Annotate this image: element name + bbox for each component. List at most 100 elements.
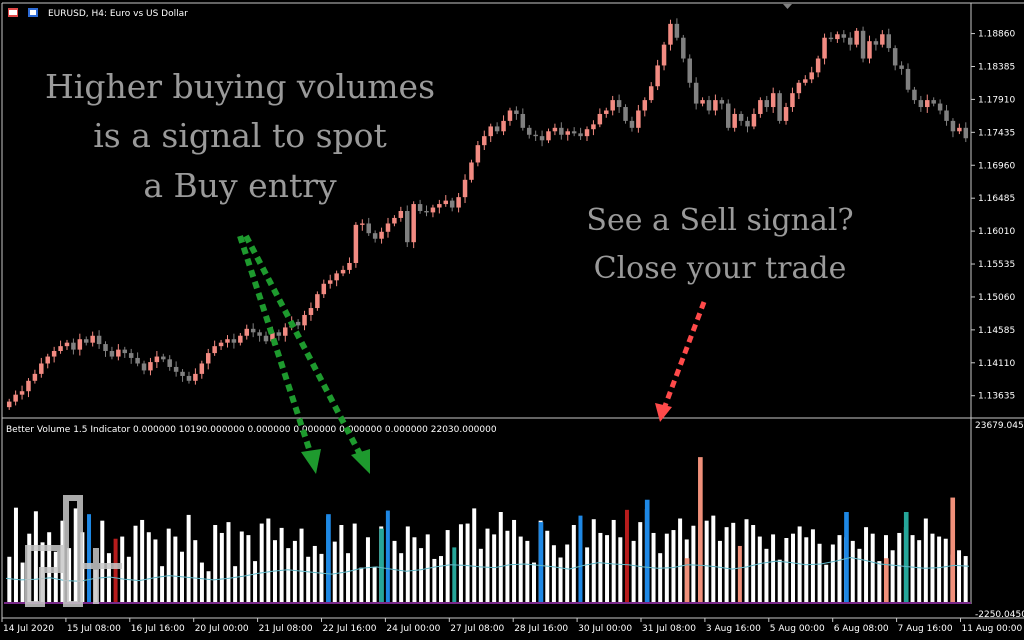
volume-max-label: 23679.0450 — [975, 421, 1024, 431]
volume-bar — [233, 566, 238, 603]
volume-bar — [585, 547, 590, 603]
candle-body — [873, 41, 879, 45]
candle-body — [552, 127, 558, 132]
candle-body — [238, 335, 243, 343]
volume-bar — [213, 525, 218, 603]
candle-body — [571, 131, 577, 134]
candle-body — [327, 280, 333, 284]
candle-body — [847, 37, 853, 45]
volume-bar — [13, 507, 18, 603]
volume-bar — [100, 520, 105, 603]
volume-bar — [512, 519, 517, 603]
volume-bar — [957, 550, 962, 603]
volume-bar — [724, 527, 729, 603]
volume-bar — [226, 522, 231, 603]
candlestick-series — [6, 18, 969, 410]
sell-annotation: See a Sell signal? Close your trade — [586, 203, 853, 286]
time-tick-label: 24 Jul 00:00 — [386, 624, 440, 634]
candle-body — [642, 100, 648, 111]
volume-bar — [33, 511, 38, 603]
candle-body — [925, 100, 930, 108]
volume-bar-highlight — [883, 558, 889, 603]
volume-bar — [392, 540, 397, 603]
candle-body — [726, 103, 731, 128]
candle-body — [51, 351, 57, 357]
volume-bar — [498, 512, 503, 603]
price-tick-label: 1.16960 — [978, 161, 1015, 171]
volume-bar — [286, 548, 291, 603]
candle-body — [681, 37, 686, 59]
candle-body — [77, 339, 83, 350]
volume-bar — [20, 562, 25, 603]
volume-bar — [937, 536, 942, 603]
volume-bar — [605, 535, 610, 603]
candle-body — [96, 335, 102, 345]
time-tick-label: 14 Jul 2020 — [3, 624, 54, 634]
volume-bar — [565, 544, 570, 603]
price-panel: 1.18860 1.18385 1.17910 1.17435 1.16960 1.164… — [1, 2, 1024, 604]
candle-body — [738, 113, 744, 121]
price-axis: 1.18860 1.18385 1.17910 1.17435 1.16960 1.164… — [971, 30, 1015, 402]
watermark-logo — [25, 495, 122, 607]
buy-line-2: is a signal to spot — [93, 116, 387, 155]
candle-body — [135, 357, 140, 364]
volume-bar-highlight — [379, 528, 384, 603]
candle-body — [501, 120, 506, 132]
volume-bar — [206, 571, 211, 603]
candle-body — [783, 107, 789, 121]
volume-bar — [897, 532, 902, 603]
candle-body — [559, 127, 564, 135]
candle-body — [835, 34, 840, 40]
sell-arrow — [655, 301, 707, 422]
volume-bar-highlight — [538, 522, 544, 603]
volume-bar — [253, 561, 258, 603]
price-tick-label: 1.18385 — [978, 62, 1015, 72]
volume-bar — [571, 525, 576, 603]
price-tick-label: 1.17910 — [978, 95, 1015, 105]
candle-body — [225, 339, 230, 343]
volume-bar-highlight — [684, 558, 690, 603]
candle-body — [372, 233, 378, 239]
volume-bar — [7, 556, 12, 603]
candle-body — [668, 23, 673, 45]
candle-body — [745, 120, 750, 127]
time-tick-label: 11 Aug 00:00 — [962, 624, 1023, 634]
volume-bar-highlight — [698, 457, 703, 603]
candle-body — [706, 100, 712, 111]
volume-moving-average — [5, 556, 970, 582]
candle-body — [854, 30, 859, 45]
price-tick-label: 1.18860 — [978, 30, 1015, 40]
volume-bar — [399, 553, 404, 603]
volume-bar — [611, 519, 616, 603]
candle-body — [912, 89, 917, 101]
candle-body — [360, 223, 365, 225]
candle-body — [931, 100, 936, 104]
candle-body — [122, 349, 128, 354]
candle-body — [353, 224, 359, 263]
candle-body — [790, 93, 795, 108]
volume-bar — [306, 556, 311, 603]
candle-body — [918, 100, 924, 108]
candle-body — [937, 103, 943, 111]
volume-bar — [492, 534, 497, 603]
volume-bar — [751, 525, 756, 603]
candle-body — [321, 283, 327, 295]
buy-arrows — [237, 234, 370, 474]
volume-bar-highlight — [644, 499, 650, 603]
volume-bar — [419, 548, 424, 603]
candle-body — [84, 339, 89, 343]
candle-body — [648, 86, 654, 101]
volume-bar — [518, 536, 523, 603]
volume-bar — [439, 556, 444, 603]
volume-bar — [193, 540, 198, 603]
candle-body — [655, 65, 660, 87]
price-tick-label: 1.14585 — [978, 326, 1015, 336]
sell-arrow-line — [662, 301, 707, 407]
volume-bar — [777, 559, 782, 603]
volume-bar — [259, 523, 264, 603]
candle-body — [719, 100, 725, 104]
candle-body — [109, 351, 115, 357]
volume-bar — [870, 533, 875, 603]
volume-bar — [346, 553, 351, 603]
volume-bar — [458, 524, 463, 603]
